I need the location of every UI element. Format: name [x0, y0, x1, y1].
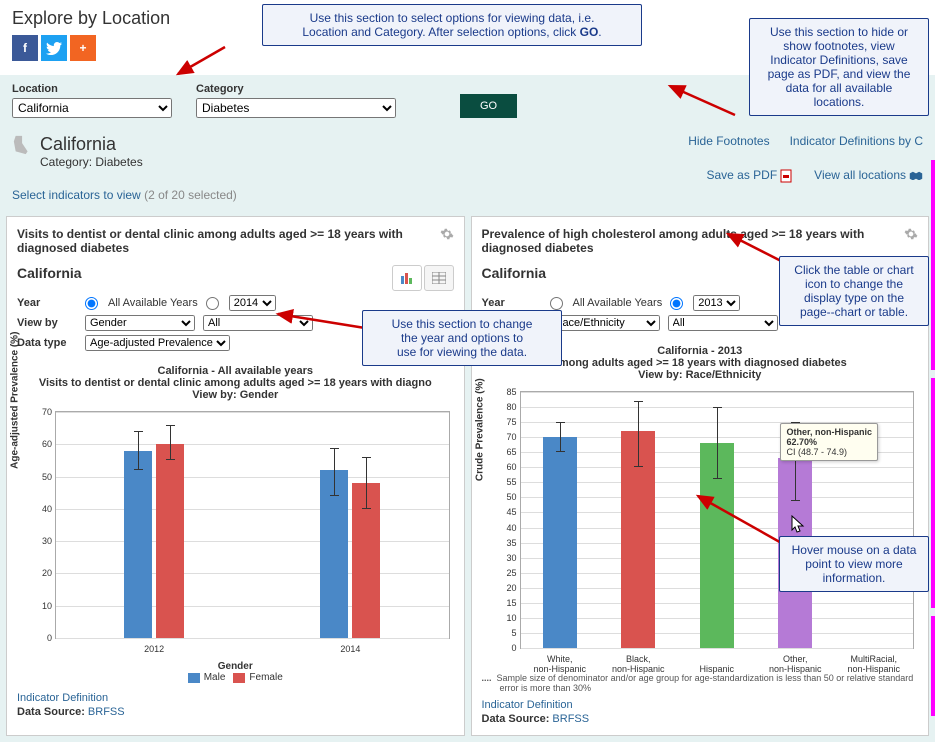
- cursor-icon: [791, 515, 805, 536]
- footnote: .... Sample size of denominator and/or a…: [482, 673, 919, 693]
- category-label: Category: [196, 83, 396, 95]
- y-axis-label: Age-adjusted Prevalence (%): [10, 332, 21, 469]
- location-title: California: [40, 134, 143, 155]
- all-years-radio[interactable]: [550, 297, 563, 310]
- callout-options: Use this section to changethe year and o…: [362, 310, 562, 366]
- go-button[interactable]: GO: [460, 94, 517, 118]
- card-subtitle: California: [17, 265, 82, 281]
- marker: [931, 160, 935, 370]
- data-source-link[interactable]: BRFSS: [88, 706, 125, 718]
- indicator-definition-link[interactable]: Indicator Definition: [17, 692, 454, 704]
- y-axis-label: Crude Prevalence (%): [474, 378, 485, 481]
- state-icon: [12, 134, 34, 156]
- single-year-radio[interactable]: [206, 297, 219, 310]
- chart-header-3: View by: Race/Ethnicity: [482, 369, 919, 381]
- card-dentist-visits: Visits to dentist or dental clinic among…: [6, 216, 465, 736]
- callout-view-toggle: Click the table or chart icon to change …: [779, 256, 929, 326]
- legend: Gender MaleFemale: [17, 661, 454, 686]
- card-subtitle: California: [482, 265, 547, 281]
- marker: [931, 616, 935, 716]
- share-plus-icon[interactable]: +: [70, 35, 96, 61]
- year-select[interactable]: 2014: [229, 295, 276, 311]
- hide-footnotes-link[interactable]: Hide Footnotes: [688, 134, 769, 148]
- viewby-label: View by: [17, 317, 77, 329]
- select-count: (2 of 20 selected): [144, 188, 237, 202]
- twitter-icon[interactable]: [41, 35, 67, 61]
- chart-header-1: California - All available years: [17, 365, 454, 377]
- select-indicators-link[interactable]: Select indicators to view: [12, 188, 141, 202]
- year-select[interactable]: 2013: [693, 295, 740, 311]
- chart-header-2: Visits to dentist or dental clinic among…: [17, 377, 454, 389]
- gear-icon[interactable]: [904, 227, 918, 244]
- arrow-icon: [270, 308, 370, 338]
- save-pdf-link[interactable]: Save as PDF: [706, 168, 794, 182]
- indicator-definition-link[interactable]: Indicator Definition: [482, 699, 919, 711]
- select-indicators-bar: Select indicators to view (2 of 20 selec…: [0, 186, 935, 210]
- viewby-select[interactable]: Gender: [85, 315, 195, 331]
- table-icon: [432, 272, 446, 284]
- pdf-icon: [780, 169, 794, 181]
- card-title: Visits to dentist or dental clinic among…: [17, 227, 454, 255]
- gear-icon[interactable]: [440, 227, 454, 244]
- chart-1: Age-adjusted Prevalence (%) 010203040506…: [17, 407, 454, 657]
- arrow-icon: [690, 490, 790, 550]
- category-select[interactable]: Diabetes: [196, 98, 396, 118]
- table-view-button[interactable]: [424, 265, 454, 291]
- viewby-select[interactable]: Race/Ethnicity: [550, 315, 660, 331]
- bar-chart-icon: [400, 272, 414, 284]
- year-label: Year: [482, 297, 542, 309]
- location-label: Location: [12, 83, 172, 95]
- data-source: Data Source: BRFSS: [17, 706, 454, 718]
- callout-hover: Hover mouse on a data point to view more…: [779, 536, 929, 592]
- single-year-radio[interactable]: [670, 297, 683, 310]
- viewby-sub-select[interactable]: All: [668, 315, 778, 331]
- callout-actions: Use this section to hide or show footnot…: [749, 18, 929, 116]
- facebook-icon[interactable]: f: [12, 35, 38, 61]
- marker: [931, 378, 935, 608]
- arrow-icon: [170, 42, 230, 82]
- card-title: Prevalence of high cholesterol among adu…: [482, 227, 919, 255]
- arrow-icon: [660, 80, 740, 120]
- datatype-label: Data type: [17, 337, 77, 349]
- tooltip: Other, non-Hispanic 62.70% CI (48.7 - 74…: [780, 423, 878, 461]
- location-bar: California Category: Diabetes Hide Footn…: [0, 126, 935, 186]
- location-select[interactable]: California: [12, 98, 172, 118]
- indicator-definitions-link[interactable]: Indicator Definitions by C: [790, 134, 923, 148]
- chart-header-3: View by: Gender: [17, 389, 454, 401]
- data-source-link[interactable]: BRFSS: [552, 713, 589, 725]
- callout-filters: Use this section to select options for v…: [262, 4, 642, 46]
- location-category: Category: Diabetes: [40, 155, 143, 169]
- datatype-select[interactable]: Age-adjusted Prevalence: [85, 335, 230, 351]
- data-source: Data Source: BRFSS: [482, 713, 919, 725]
- all-years-radio[interactable]: [85, 297, 98, 310]
- year-label: Year: [17, 297, 77, 309]
- chart-view-button[interactable]: [392, 265, 422, 291]
- map-icon: [909, 169, 923, 181]
- view-all-locations-link[interactable]: View all locations: [814, 168, 923, 182]
